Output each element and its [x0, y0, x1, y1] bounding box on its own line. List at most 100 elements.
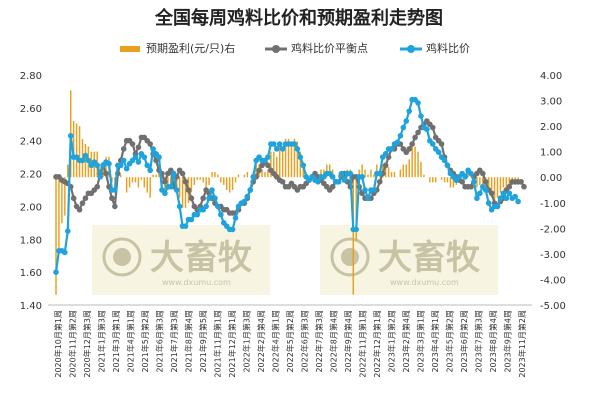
breakeven-point — [256, 167, 262, 174]
profit-bar — [181, 177, 184, 208]
breakeven-point — [279, 178, 286, 185]
ratio-point — [441, 157, 448, 164]
profit-bar — [296, 141, 299, 178]
ratio-point — [203, 203, 209, 210]
profit-bar — [496, 177, 499, 198]
profit-bar — [228, 177, 231, 193]
axes: 1.40 1.60 1.80 2.00 2.20 2.40 2.60 2.80 -5.00 -4.… — [20, 71, 566, 378]
ratio-point — [209, 187, 215, 193]
ratio-point — [250, 174, 257, 180]
breakeven-point — [506, 183, 513, 190]
profit-bar — [184, 177, 187, 208]
profit-bar — [273, 151, 275, 178]
breakeven-point — [129, 141, 136, 147]
ratio-point — [444, 162, 451, 169]
profit-bar — [287, 138, 290, 178]
legend-item-breakeven: 鸡料比价平衡点 — [265, 41, 368, 55]
profit-bar — [205, 177, 207, 188]
profit-bar — [220, 177, 222, 183]
profit-bar — [364, 169, 366, 178]
profit-bar — [170, 177, 172, 185]
ratio-point — [341, 177, 348, 183]
ratio-point — [315, 178, 321, 185]
profit-bar — [393, 172, 396, 178]
breakeven-point — [521, 183, 527, 190]
legend-item-profit: 预期盈利(元/只)右 — [120, 41, 235, 55]
ratio-point — [97, 174, 103, 180]
breakeven-point — [329, 183, 336, 190]
breakeven-point — [488, 190, 495, 197]
x-tick-label: 2020年10月第1周 — [53, 310, 63, 378]
profit-bar — [276, 156, 278, 178]
ratio-point — [67, 132, 74, 139]
profit-bar — [58, 177, 60, 249]
profit-bar — [479, 177, 481, 185]
y-left-tick-label: 2.40 — [20, 137, 42, 148]
profit-bar — [440, 177, 443, 180]
x-tick-label: 2021年4月第1周 — [126, 310, 136, 373]
ratio-point — [244, 193, 251, 200]
profit-bar — [214, 172, 216, 178]
ratio-point — [329, 174, 336, 180]
legend-swatch-marker-breakeven — [272, 45, 280, 53]
profit-bar — [64, 177, 66, 216]
x-tick-label: 2023年9月第4周 — [503, 310, 513, 373]
profit-bar — [237, 174, 240, 178]
breakeven-point — [479, 170, 486, 177]
ratio-point — [497, 195, 504, 202]
y-right-tick-label: 4.00 — [540, 71, 562, 82]
ratio-point — [64, 228, 71, 234]
profit-bar — [490, 177, 493, 198]
profit-bar — [487, 177, 490, 193]
breakeven-point — [182, 178, 189, 185]
x-tick-label: 2022年7月第3周 — [314, 310, 324, 373]
ratio-point — [147, 167, 153, 174]
x-tick-label: 2023年2月第4周 — [401, 310, 411, 373]
profit-bar — [61, 177, 63, 224]
profit-bar — [399, 169, 402, 178]
ratio-point — [482, 187, 489, 193]
profit-bar — [246, 172, 249, 178]
profit-bar — [361, 164, 363, 178]
ratio-point — [173, 187, 180, 193]
profit-bar — [234, 177, 237, 183]
profit-bar — [384, 167, 387, 178]
profit-bar — [299, 151, 302, 178]
profit-bar — [281, 149, 284, 178]
breakeven-point — [406, 146, 413, 152]
ratio-point — [206, 195, 212, 202]
ratio-point — [170, 170, 177, 177]
ratio-point — [241, 198, 248, 205]
ratio-point — [141, 154, 148, 160]
ratio-point — [477, 190, 483, 197]
profit-bar — [120, 174, 122, 178]
legend-label-breakeven: 鸡料比价平衡点 — [291, 41, 368, 55]
profit-bar — [152, 174, 154, 178]
profit-bar — [423, 174, 425, 178]
profit-bar — [267, 169, 269, 178]
y-left-tick-label: 1.40 — [20, 301, 42, 312]
x-tick-label: 2023年5月第2周 — [445, 310, 455, 373]
breakeven-point — [79, 200, 86, 206]
profit-bar — [502, 177, 505, 188]
legend-label-profit: 预期盈利(元/只)右 — [146, 41, 235, 55]
y-right-tick-label: -4.00 — [540, 275, 566, 286]
profit-bar — [243, 174, 246, 178]
breakeven-point — [70, 195, 77, 202]
ratio-point — [506, 190, 513, 197]
legend-swatch-profit — [120, 46, 140, 52]
legend: 预期盈利(元/只)右 鸡料比价平衡点 鸡料比价 — [120, 41, 470, 55]
profit-bar — [146, 177, 148, 193]
x-tick-label: 2020年11月第2周 — [68, 310, 78, 378]
breakeven-point — [265, 162, 271, 169]
profit-bar — [402, 164, 405, 178]
ratio-point — [376, 170, 383, 177]
breakeven-point — [518, 178, 524, 185]
profit-bar — [149, 177, 151, 198]
y-right-tick-label: 0.00 — [540, 173, 562, 184]
x-tick-label: 2023年7月第3周 — [474, 310, 484, 373]
